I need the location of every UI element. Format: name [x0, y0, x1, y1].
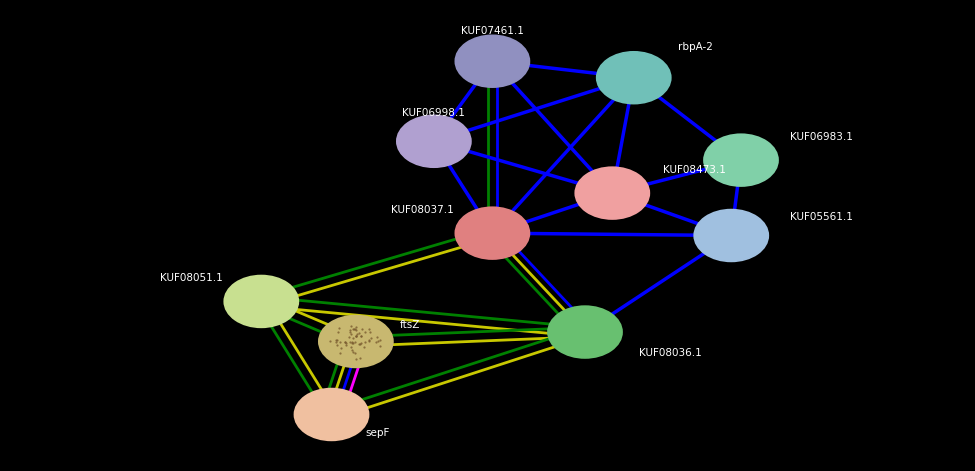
Text: KUF06998.1: KUF06998.1 — [403, 108, 465, 118]
Text: ftsZ: ftsZ — [400, 320, 420, 330]
Text: KUF08037.1: KUF08037.1 — [391, 204, 453, 215]
Ellipse shape — [455, 207, 529, 259]
Ellipse shape — [597, 52, 671, 104]
Text: KUF05561.1: KUF05561.1 — [790, 211, 852, 222]
Text: KUF08473.1: KUF08473.1 — [663, 164, 725, 175]
Ellipse shape — [694, 210, 768, 261]
Text: KUF08036.1: KUF08036.1 — [639, 348, 701, 358]
Ellipse shape — [294, 389, 369, 440]
Text: sepF: sepF — [366, 428, 390, 439]
Text: rbpA-2: rbpA-2 — [678, 42, 713, 52]
Text: KUF07461.1: KUF07461.1 — [461, 25, 524, 36]
Ellipse shape — [319, 316, 393, 367]
Ellipse shape — [575, 167, 649, 219]
Ellipse shape — [548, 306, 622, 358]
Ellipse shape — [224, 276, 298, 327]
Text: KUF06983.1: KUF06983.1 — [790, 131, 852, 142]
Text: KUF08051.1: KUF08051.1 — [160, 273, 222, 283]
Ellipse shape — [397, 115, 471, 167]
Ellipse shape — [704, 134, 778, 186]
Ellipse shape — [455, 35, 529, 87]
